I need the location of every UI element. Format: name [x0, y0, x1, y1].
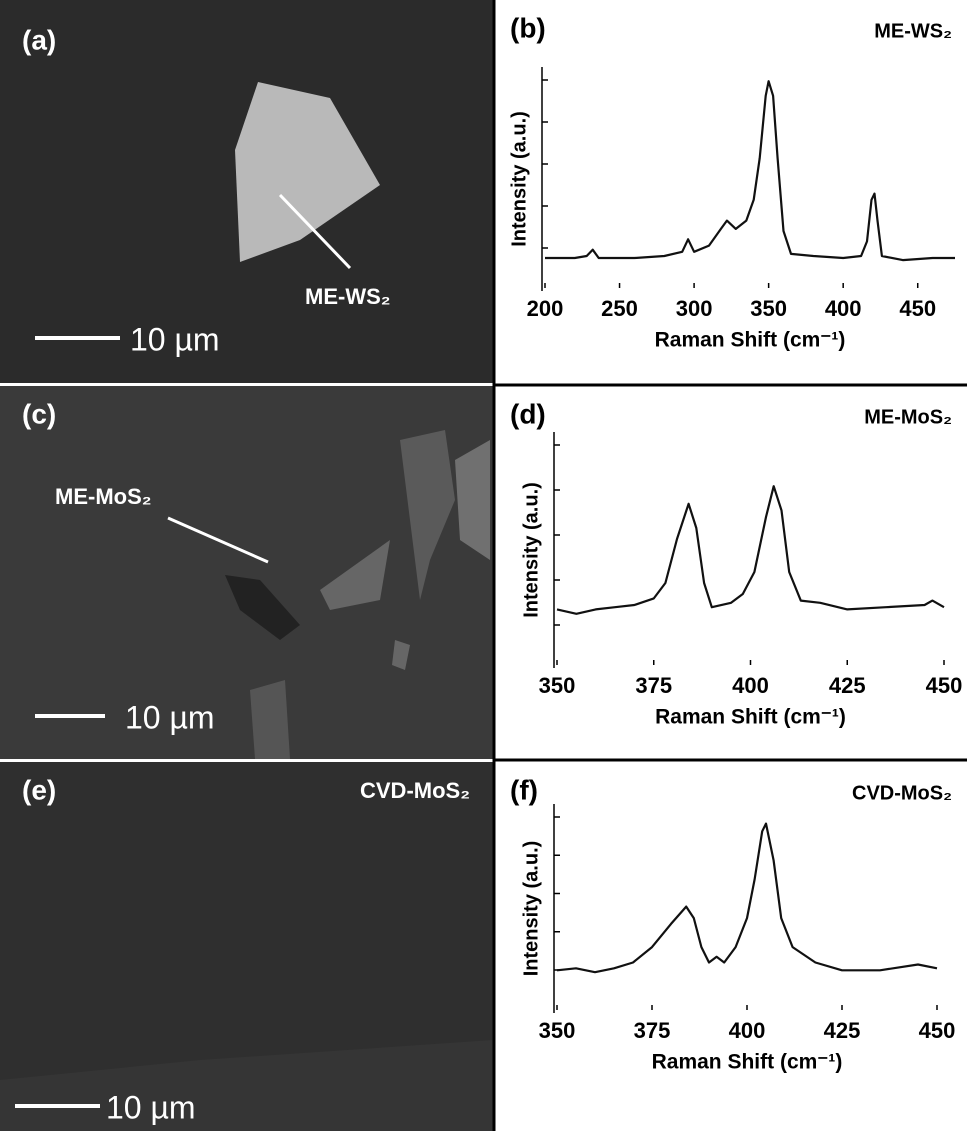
x-tick-label: 350	[750, 296, 787, 321]
x-tick-label: 200	[527, 296, 564, 321]
flake	[455, 440, 490, 560]
x-tick-label: 300	[676, 296, 713, 321]
x-axis-label: Raman Shift (cm⁻¹)	[655, 329, 846, 352]
panel-label: (b)	[510, 12, 546, 43]
flake	[225, 575, 300, 640]
spectrum-line	[556, 822, 938, 974]
panel-label: (d)	[510, 398, 546, 429]
panel-label: (a)	[22, 24, 56, 55]
scale-label: 10 µm	[106, 1089, 196, 1125]
x-tick-label: 450	[926, 673, 963, 698]
flake	[320, 540, 390, 610]
film-edge	[0, 1040, 493, 1131]
panel-label: (f)	[510, 774, 538, 805]
x-tick-label: 350	[539, 673, 576, 698]
chart-title: ME-MoS₂	[864, 406, 952, 428]
spectrum-line	[556, 485, 945, 615]
chart-title: ME-WS₂	[874, 20, 952, 42]
chart-title: CVD-MoS₂	[852, 782, 952, 804]
spectrum-line	[545, 80, 955, 262]
flake	[400, 430, 455, 600]
x-tick-label: 250	[601, 296, 638, 321]
annotation: ME-MoS₂	[55, 484, 152, 509]
y-axis-label: Intensity (a.u.)	[520, 482, 542, 618]
x-tick-label: 375	[634, 1018, 671, 1043]
pointer	[167, 516, 269, 564]
x-tick-label: 425	[824, 1018, 861, 1043]
pointer	[278, 193, 352, 270]
annotation: CVD-MoS₂	[360, 778, 470, 803]
x-tick-label: 350	[539, 1018, 576, 1043]
annotation: ME-WS₂	[305, 284, 391, 309]
y-axis-label: Intensity (a.u.)	[508, 111, 530, 247]
flake	[235, 82, 380, 262]
x-tick-label: 450	[899, 296, 936, 321]
x-axis-label: Raman Shift (cm⁻¹)	[652, 1051, 843, 1074]
x-tick-label: 400	[732, 673, 769, 698]
x-tick-label: 375	[635, 673, 672, 698]
x-tick-label: 450	[919, 1018, 956, 1043]
x-tick-label: 400	[825, 296, 862, 321]
scale-label: 10 µm	[130, 321, 220, 357]
flake	[392, 640, 410, 670]
x-axis-label: Raman Shift (cm⁻¹)	[655, 706, 846, 729]
scale-label: 10 µm	[125, 699, 215, 735]
x-tick-label: 400	[729, 1018, 766, 1043]
panel-label: (c)	[22, 398, 56, 429]
x-tick-label: 425	[829, 673, 866, 698]
flake	[250, 680, 290, 759]
panel-label: (e)	[22, 774, 56, 805]
y-axis-label: Intensity (a.u.)	[520, 841, 542, 977]
